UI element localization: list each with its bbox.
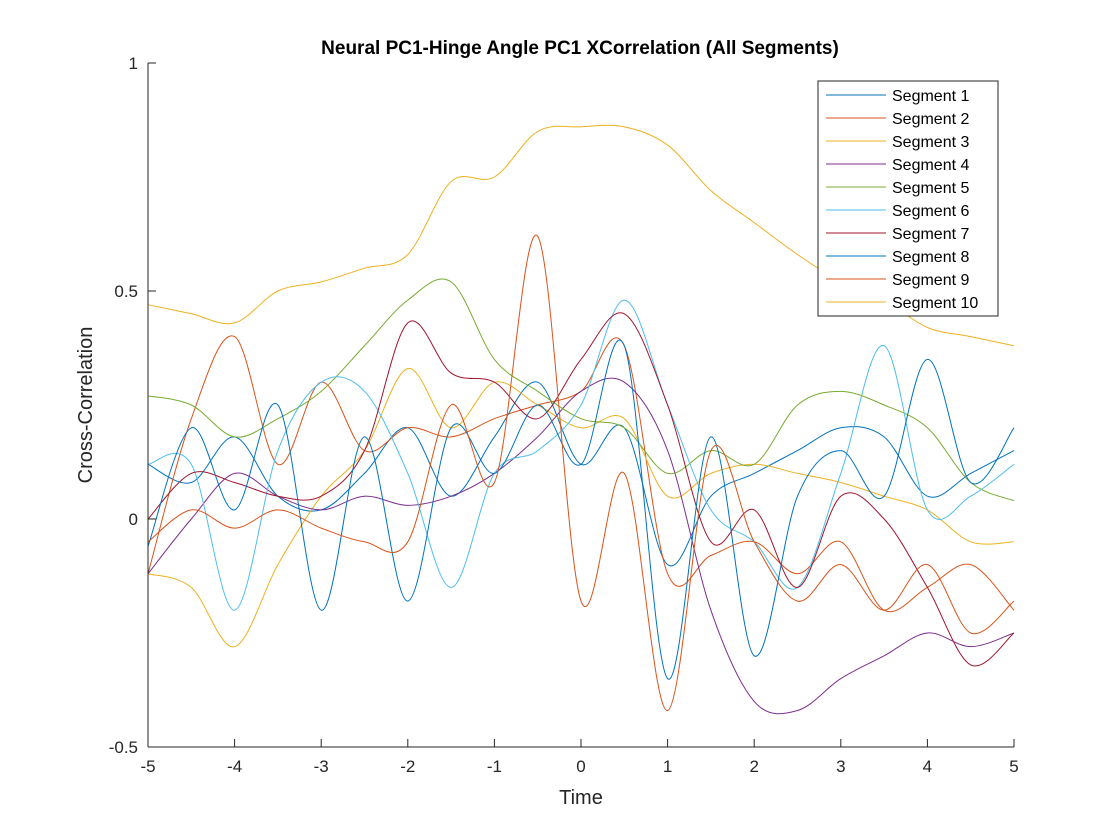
y-tick-label: 1 bbox=[129, 54, 138, 73]
legend-label: Segment 4 bbox=[892, 157, 969, 174]
series-line-segment-8 bbox=[147, 339, 1015, 680]
legend-item-segment-7: Segment 7 bbox=[826, 226, 969, 243]
legend-item-segment-8: Segment 8 bbox=[826, 249, 969, 266]
x-axis-label: Time bbox=[559, 787, 603, 809]
legend-label: Segment 8 bbox=[892, 249, 969, 266]
legend-item-segment-4: Segment 4 bbox=[826, 157, 969, 174]
x-tick-label: 5 bbox=[1009, 757, 1018, 776]
legend-label: Segment 6 bbox=[892, 203, 969, 220]
x-tick-label: 2 bbox=[749, 757, 758, 776]
x-tick-label: -5 bbox=[140, 757, 155, 776]
legend-label: Segment 7 bbox=[892, 226, 969, 243]
series-line-segment-6 bbox=[147, 299, 1015, 611]
chart-title: Neural PC1-Hinge Angle PC1 XCorrelation … bbox=[321, 38, 839, 59]
legend-label: Segment 3 bbox=[892, 134, 969, 151]
legend-box bbox=[817, 80, 999, 317]
legend-item-segment-6: Segment 6 bbox=[826, 203, 969, 220]
legend-label: Segment 10 bbox=[892, 295, 978, 312]
x-tick-label: -1 bbox=[487, 757, 502, 776]
y-tick-label: 0 bbox=[129, 510, 138, 529]
x-tick-label: -2 bbox=[400, 757, 415, 776]
legend-label: Segment 1 bbox=[892, 88, 969, 105]
x-tick-label: 1 bbox=[663, 757, 672, 776]
y-ticks: -0.5 0 0.5 1 bbox=[109, 54, 156, 757]
x-tick-label: -3 bbox=[314, 757, 329, 776]
x-ticks: -5 -4 -3 -2 -1 0 1 2 3 4 5 bbox=[140, 739, 1019, 776]
legend-label: Segment 5 bbox=[892, 180, 969, 197]
y-tick-label: -0.5 bbox=[109, 738, 138, 757]
series-line-segment-9 bbox=[147, 234, 1015, 712]
legend-item-segment-3: Segment 3 bbox=[826, 134, 969, 151]
y-tick-label: 0.5 bbox=[114, 282, 138, 301]
legend-item-segment-9: Segment 9 bbox=[826, 272, 969, 289]
series-line-segment-7 bbox=[147, 312, 1015, 667]
series-line-segment-4 bbox=[147, 377, 1015, 715]
legend: Segment 1 Segment 2 Segment 3 Segment 4 Segm… bbox=[817, 80, 999, 317]
x-tick-label: 0 bbox=[576, 757, 585, 776]
legend-item-segment-2: Segment 2 bbox=[826, 111, 969, 128]
legend-item-segment-5: Segment 5 bbox=[826, 180, 969, 197]
legend-item-segment-10: Segment 10 bbox=[826, 295, 978, 312]
x-tick-label: 3 bbox=[836, 757, 845, 776]
series-line-segment-3 bbox=[147, 368, 1015, 648]
legend-item-segment-1: Segment 1 bbox=[826, 88, 969, 105]
series-line-segment-5 bbox=[147, 278, 1015, 502]
legend-label: Segment 2 bbox=[892, 111, 969, 128]
legend-label: Segment 9 bbox=[892, 272, 969, 289]
x-tick-label: 4 bbox=[923, 757, 932, 776]
x-tick-label: -4 bbox=[227, 757, 242, 776]
y-axis-label: Cross-Correlation bbox=[75, 327, 97, 484]
